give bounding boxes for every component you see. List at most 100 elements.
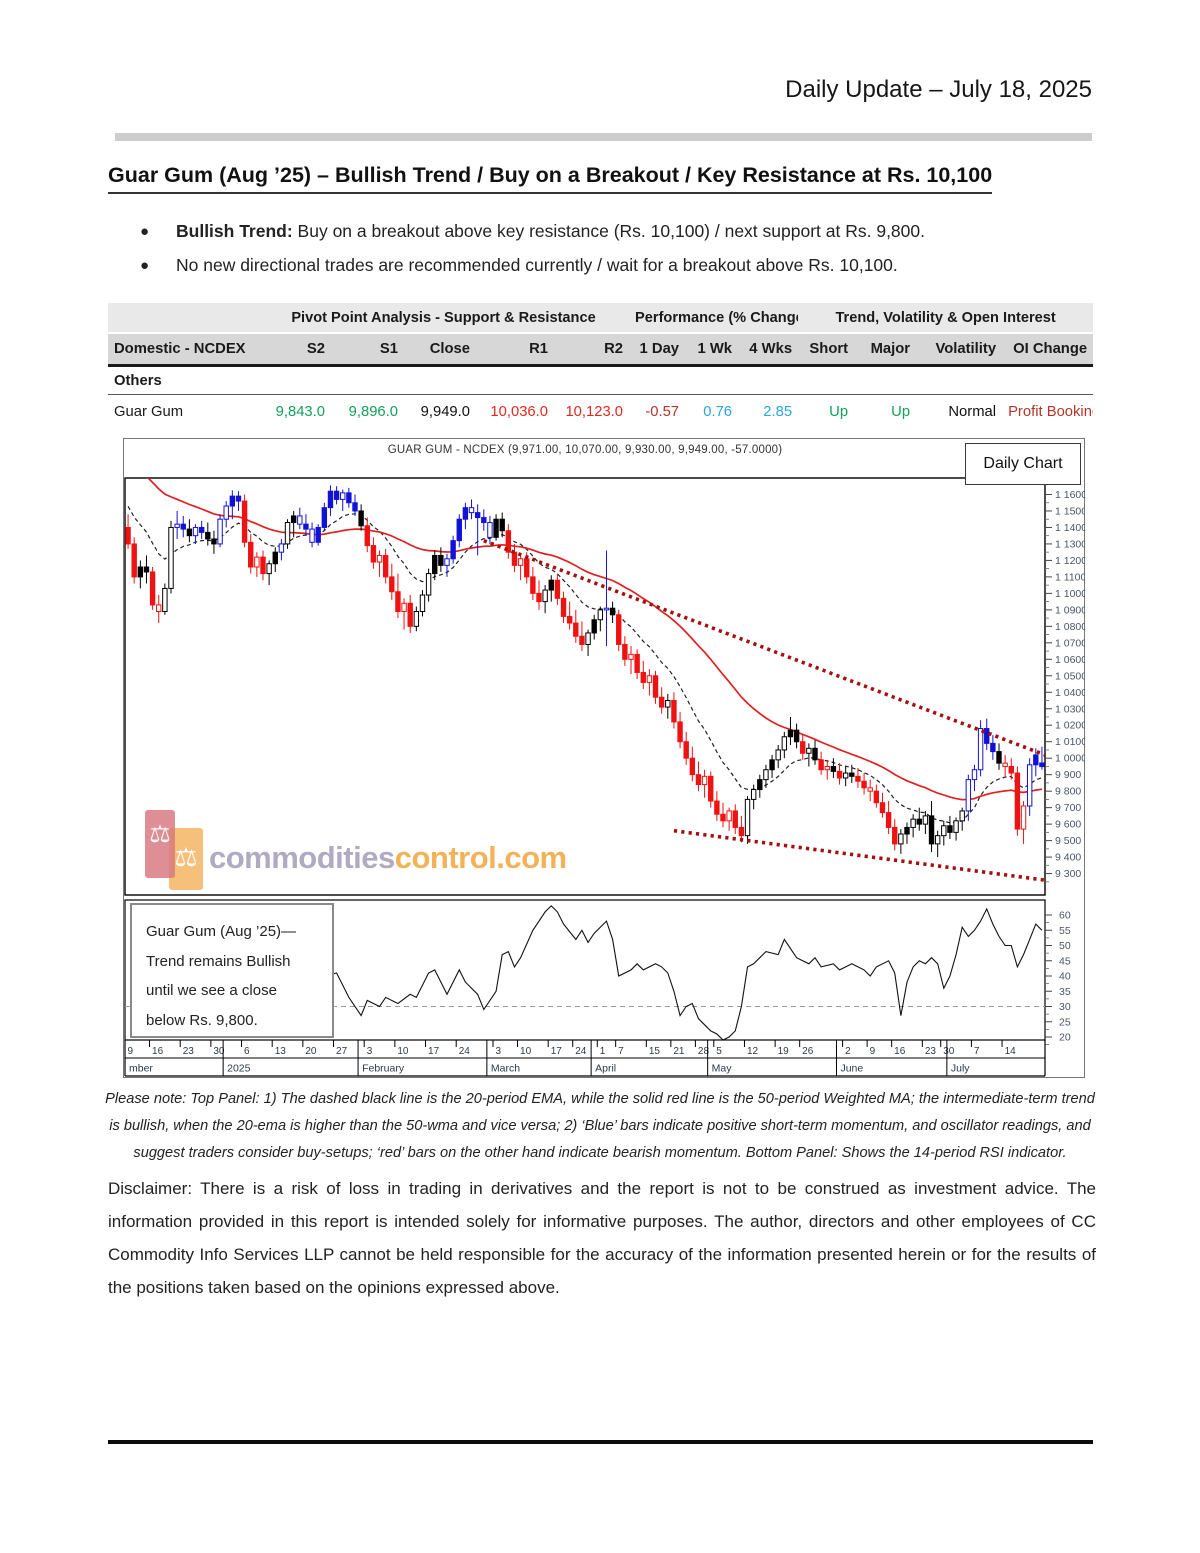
svg-text:1 0200: 1 0200 bbox=[1055, 720, 1085, 732]
date-axis: 9 16 23 30 6 13 20 27 3 10 17 24 3 10 17 24 1 7 15 21 28 5 12 1… bbox=[124, 1040, 1046, 1077]
svg-text:March: March bbox=[491, 1063, 520, 1075]
svg-text:27: 27 bbox=[336, 1046, 348, 1057]
chart-title: GUAR GUM - NCDEX (9,971.00, 10,070.00, 9… bbox=[387, 444, 783, 456]
svg-text:23: 23 bbox=[183, 1046, 195, 1057]
col-oi-change: OI Change bbox=[1002, 332, 1094, 366]
svg-text:40: 40 bbox=[1059, 971, 1071, 983]
svg-text:20: 20 bbox=[305, 1046, 317, 1057]
svg-text:45: 45 bbox=[1059, 955, 1071, 967]
col-1day: 1 Day bbox=[629, 332, 686, 366]
svg-text:21: 21 bbox=[673, 1046, 685, 1057]
svg-text:1 1600: 1 1600 bbox=[1055, 489, 1085, 501]
svg-text:1 0300: 1 0300 bbox=[1055, 703, 1085, 715]
cell-4wks: 2.85 bbox=[763, 403, 793, 420]
price-axis: 1 1600 1 1500 1 1400 1 1300 1 1200 1 1100 1 10… bbox=[1045, 489, 1085, 883]
svg-text:1 1500: 1 1500 bbox=[1055, 505, 1085, 517]
col-s1: S1 bbox=[331, 332, 404, 366]
group-trend: Trend, Volatility & Open Interest bbox=[798, 303, 1094, 333]
col-close: Close bbox=[404, 332, 476, 366]
cell-major-trend: Up bbox=[891, 403, 911, 420]
daily-chart-badge: Daily Chart bbox=[965, 443, 1081, 485]
col-domestic: Domestic - NCDEX bbox=[108, 332, 258, 366]
svg-text:17: 17 bbox=[551, 1046, 563, 1057]
svg-text:April: April bbox=[595, 1063, 616, 1075]
svg-text:1 1300: 1 1300 bbox=[1055, 538, 1085, 550]
svg-text:mber: mber bbox=[129, 1063, 153, 1075]
annotation-line: below Rs. 9,800. bbox=[146, 1011, 258, 1029]
svg-text:15: 15 bbox=[649, 1046, 661, 1057]
svg-text:7: 7 bbox=[974, 1046, 980, 1057]
svg-text:28: 28 bbox=[698, 1046, 710, 1057]
svg-text:10: 10 bbox=[520, 1046, 532, 1057]
pivot-table: Pivot Point Analysis - Support & Resista… bbox=[108, 303, 1094, 429]
svg-text:February: February bbox=[362, 1063, 405, 1075]
svg-text:3: 3 bbox=[496, 1046, 502, 1057]
svg-text:June: June bbox=[840, 1063, 863, 1075]
svg-text:55: 55 bbox=[1059, 925, 1071, 937]
footer-divider bbox=[108, 1440, 1093, 1444]
svg-text:9 400: 9 400 bbox=[1055, 852, 1081, 864]
svg-text:9 700: 9 700 bbox=[1055, 802, 1081, 814]
group-performance: Performance (% Change) bbox=[629, 303, 799, 333]
svg-text:5: 5 bbox=[716, 1046, 722, 1057]
svg-text:24: 24 bbox=[575, 1046, 587, 1057]
svg-text:35: 35 bbox=[1059, 986, 1071, 998]
svg-text:July: July bbox=[951, 1063, 970, 1075]
svg-text:17: 17 bbox=[428, 1046, 440, 1057]
cell-r2: 10,123.0 bbox=[565, 403, 624, 420]
cell-close: 9,949.0 bbox=[420, 403, 470, 420]
chart-annotation-box: Guar Gum (Aug ’25)— Trend remains Bullis… bbox=[130, 903, 334, 1038]
svg-text:20: 20 bbox=[1059, 1032, 1071, 1044]
svg-text:May: May bbox=[712, 1063, 733, 1075]
chart-footnote: Please note: Top Panel: 1) The dashed bl… bbox=[105, 1091, 1095, 1161]
scales-icon: ⚖ bbox=[145, 810, 175, 878]
svg-text:30: 30 bbox=[1059, 1001, 1071, 1013]
svg-text:30: 30 bbox=[943, 1046, 955, 1057]
svg-text:1 1400: 1 1400 bbox=[1055, 522, 1085, 534]
svg-text:16: 16 bbox=[152, 1046, 164, 1057]
svg-text:1 0500: 1 0500 bbox=[1055, 670, 1085, 682]
svg-text:19: 19 bbox=[778, 1046, 790, 1057]
report-date-header: Daily Update – July 18, 2025 bbox=[785, 76, 1092, 103]
svg-text:25: 25 bbox=[1059, 1016, 1071, 1028]
svg-text:1 0000: 1 0000 bbox=[1055, 753, 1085, 765]
svg-text:60: 60 bbox=[1059, 910, 1071, 922]
svg-text:9 500: 9 500 bbox=[1055, 835, 1081, 847]
cell-r1: 10,036.0 bbox=[490, 403, 548, 420]
price-chart: 1 1600 1 1500 1 1400 1 1300 1 1200 1 1100 1 10… bbox=[123, 438, 1085, 1078]
rsi-axis: 60 55 50 45 40 35 30 25 20 bbox=[1045, 910, 1071, 1046]
table-row: Guar Gum 9,843.0 9,896.0 9,949.0 10,036.… bbox=[108, 395, 1093, 429]
annotation-line: Trend remains Bullish bbox=[146, 952, 291, 970]
svg-text:9 900: 9 900 bbox=[1055, 769, 1081, 781]
svg-text:9 300: 9 300 bbox=[1055, 868, 1081, 880]
cell-volatility: Normal bbox=[948, 403, 997, 420]
table-section-row: Others bbox=[108, 364, 1094, 395]
svg-text:24: 24 bbox=[459, 1046, 471, 1057]
bullet-item: ● Bullish Trend: Buy on a breakout above … bbox=[140, 221, 1100, 242]
svg-text:2025: 2025 bbox=[227, 1063, 251, 1075]
svg-text:3: 3 bbox=[367, 1046, 373, 1057]
col-r1: R1 bbox=[476, 332, 554, 366]
cell-s1: 9,896.0 bbox=[348, 403, 398, 420]
svg-text:1 0400: 1 0400 bbox=[1055, 687, 1085, 699]
svg-text:9: 9 bbox=[870, 1046, 876, 1057]
watermark-text: commoditiescontrol.com bbox=[209, 840, 567, 875]
cell-s2: 9,843.0 bbox=[275, 403, 325, 420]
bullet-text: No new directional trades are recommende… bbox=[176, 255, 898, 275]
svg-text:1 1200: 1 1200 bbox=[1055, 555, 1085, 567]
bullet-lead: Bullish Trend: bbox=[176, 221, 293, 241]
col-volatility: Volatility bbox=[916, 332, 1003, 366]
cell-short-trend: Up bbox=[829, 403, 849, 420]
svg-text:1 1100: 1 1100 bbox=[1055, 571, 1085, 583]
svg-text:1 0800: 1 0800 bbox=[1055, 621, 1085, 633]
col-short: Short bbox=[798, 332, 855, 366]
svg-text:6: 6 bbox=[244, 1046, 250, 1057]
svg-text:12: 12 bbox=[747, 1046, 759, 1057]
bullet-icon: ● bbox=[140, 257, 150, 274]
svg-text:16: 16 bbox=[894, 1046, 906, 1057]
svg-text:26: 26 bbox=[802, 1046, 814, 1057]
bullet-item: ● No new directional trades are recommend… bbox=[140, 255, 1100, 276]
svg-text:14: 14 bbox=[1005, 1046, 1017, 1057]
svg-text:1 0900: 1 0900 bbox=[1055, 604, 1085, 616]
